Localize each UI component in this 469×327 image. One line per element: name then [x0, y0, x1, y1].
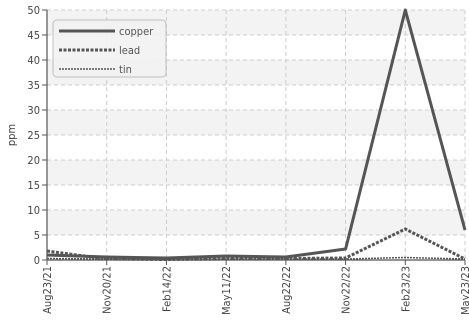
y-tick-label: 20 [27, 154, 40, 167]
x-tick-label: Aug22/22 [280, 266, 293, 314]
x-tick-label: May23/23 [459, 266, 469, 315]
y-tick-label: 50 [27, 4, 40, 17]
y-tick-label: 0 [34, 254, 40, 267]
y-axis-title: ppm [5, 124, 18, 146]
legend-label-copper: copper [119, 25, 154, 38]
series-line-copper [46, 8, 467, 260]
grid-band [47, 210, 465, 235]
y-tick-labels: 0 5 10 15 20 25 30 35 40 45 50 [27, 4, 40, 267]
x-tick-label: Feb23/23 [399, 266, 412, 312]
y-tick-label: 10 [27, 204, 40, 217]
y-tick-label: 40 [27, 54, 40, 67]
x-tick-label: May11/22 [220, 266, 233, 315]
series-lines [46, 8, 467, 261]
x-tick-label: Nov22/22 [340, 266, 353, 314]
legend: copper lead tin [52, 19, 167, 78]
x-tick-label: Feb14/22 [160, 266, 173, 312]
y-tick-label: 25 [27, 129, 40, 142]
y-tick-label: 35 [27, 79, 40, 92]
grid-band [47, 110, 465, 135]
x-tick-label: Nov20/21 [101, 266, 114, 314]
legend-label-lead: lead [119, 44, 140, 57]
x-tick-label: Aug23/21 [41, 266, 54, 314]
x-tick-labels: Aug23/21 Nov20/21 Feb14/22 May11/22 Aug22/22… [41, 266, 469, 315]
y-tick-label: 30 [27, 104, 40, 117]
series-line-tin [46, 256, 466, 261]
y-tick-label: 5 [34, 229, 40, 242]
legend-label-tin: tin [119, 63, 132, 76]
y-tick-label: 15 [27, 179, 40, 192]
grid-band [47, 160, 465, 185]
y-tick-label: 45 [27, 29, 40, 42]
